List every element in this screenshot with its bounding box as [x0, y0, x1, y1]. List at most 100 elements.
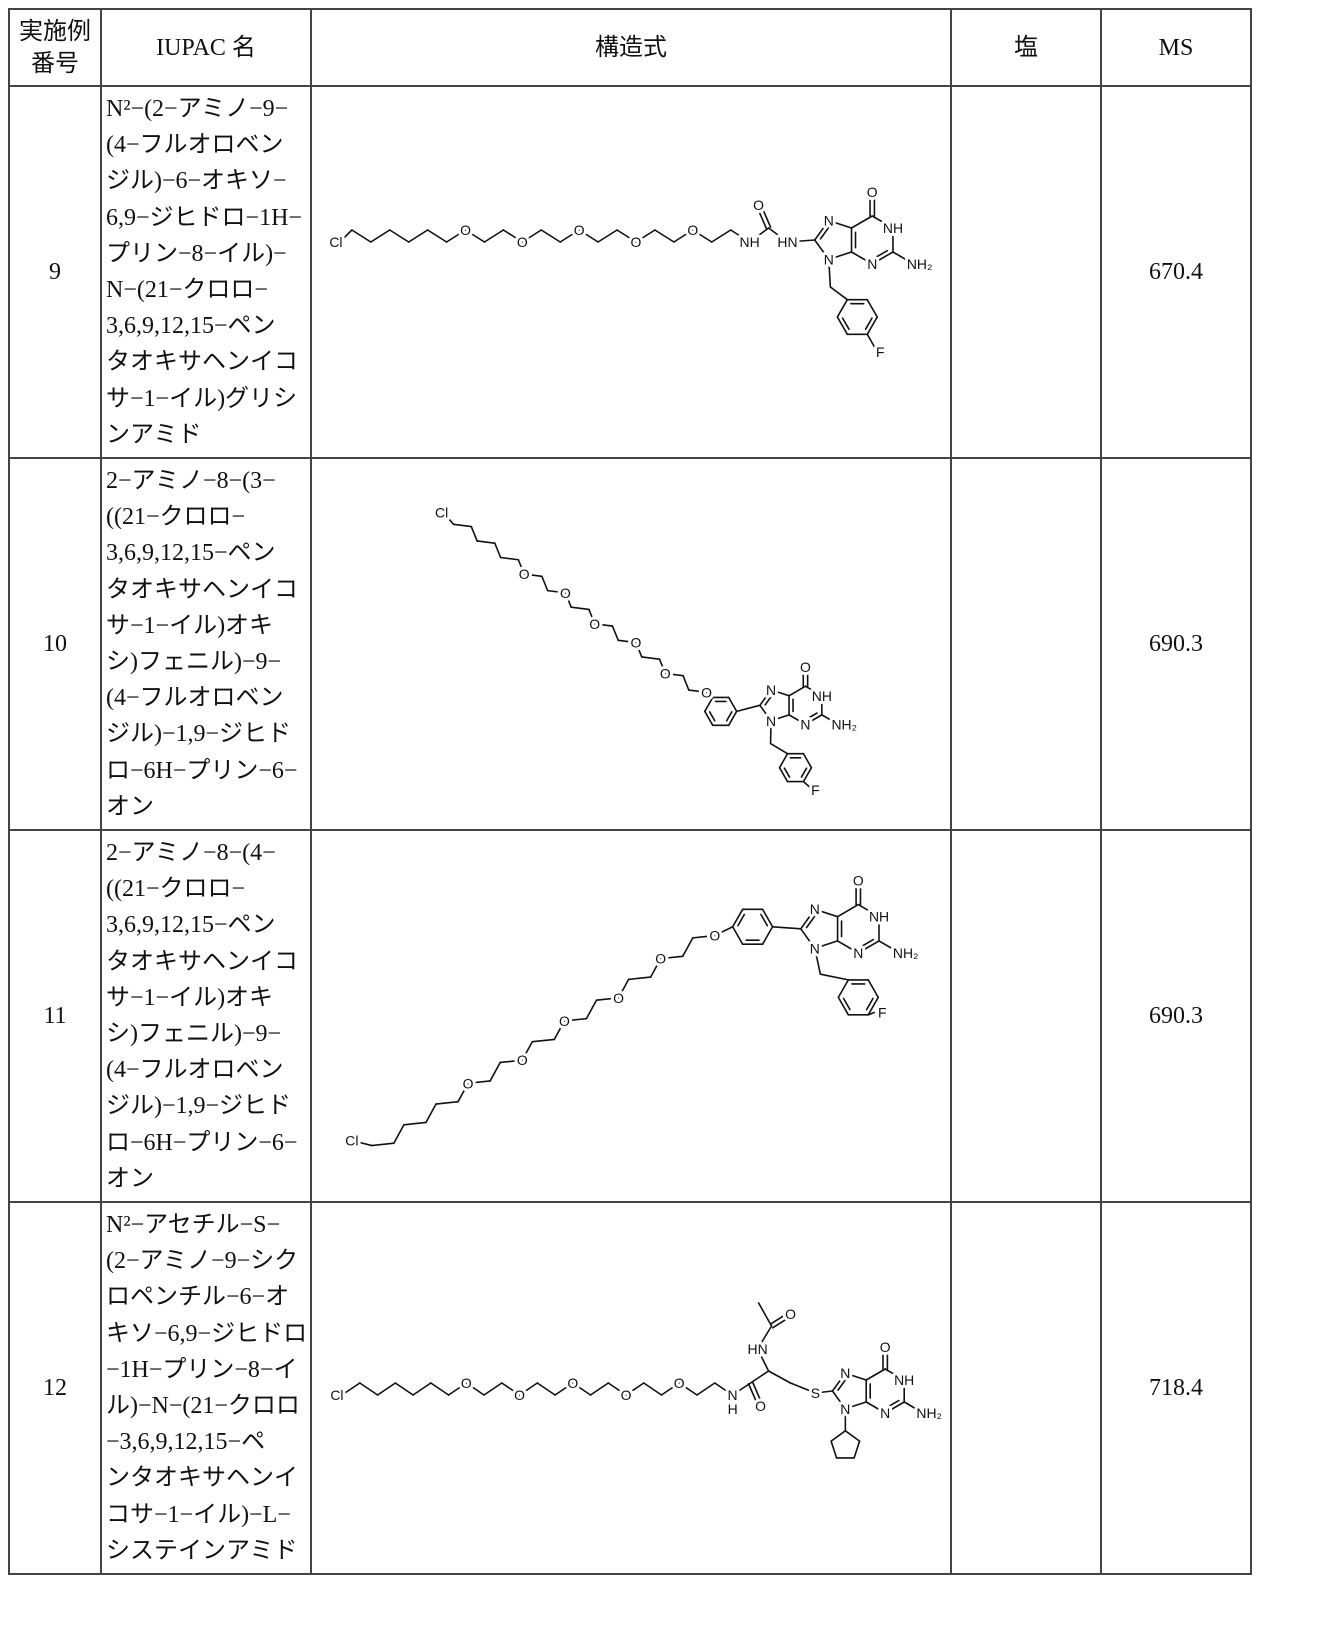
- bond: [866, 1369, 885, 1380]
- atom-label: O: [853, 872, 864, 888]
- iupac-name: 2−アミノ−8−(3−((21−クロロ−3,6,9,12,15−ペンタオキサヘン…: [101, 458, 311, 830]
- bond: [360, 1383, 378, 1395]
- atom-label: O: [687, 222, 698, 238]
- ms-value: 690.3: [1101, 830, 1251, 1202]
- bond: [490, 1062, 500, 1080]
- bond: [571, 607, 589, 609]
- iupac-line: キソ−6,9−ジヒドロ: [106, 1316, 310, 1352]
- atom-label: N: [853, 945, 863, 961]
- iupac-line: ジル)−1,9−ジヒド: [106, 1088, 310, 1124]
- atom-label: O: [560, 585, 571, 601]
- bond: [801, 768, 806, 777]
- iupac-line: システインアミド: [106, 1533, 310, 1569]
- atom-label: NH₂: [893, 945, 919, 961]
- bond: [395, 1383, 413, 1395]
- bond: [448, 517, 454, 524]
- atom-label: N: [766, 713, 776, 729]
- atom-label: N: [840, 1401, 850, 1417]
- bond: [837, 317, 847, 334]
- iupac-line: コサ−1−イル)−L−: [106, 1497, 310, 1533]
- atom-label: Cl: [329, 234, 342, 250]
- bond: [780, 768, 788, 782]
- bond: [352, 230, 371, 242]
- atom-label: O: [785, 1306, 796, 1322]
- bond: [532, 1039, 554, 1041]
- atom-label: F: [876, 344, 885, 360]
- bonds: [360, 880, 900, 1145]
- ms-value: 670.4: [1101, 86, 1251, 458]
- iupac-line: タオキサヘンイコ: [106, 944, 310, 980]
- bond: [390, 230, 409, 242]
- iupac-line: 2−アミノ−8−(4−: [106, 835, 310, 871]
- structure-drawing: OOOOOOClONHNNNNH₂F: [312, 459, 950, 829]
- atom-label: O: [514, 1387, 525, 1403]
- bond: [868, 980, 878, 997]
- atom-label: N: [867, 256, 877, 272]
- iupac-line: シ)フェニル)−9−: [106, 1016, 310, 1052]
- bond: [471, 527, 477, 541]
- bond: [769, 1371, 791, 1383]
- example-no: 12: [9, 1202, 101, 1574]
- example-no: 9: [9, 86, 101, 458]
- atom-label: O: [519, 566, 530, 582]
- iupac-line: N−(21−クロロ−: [106, 272, 310, 308]
- bond: [644, 1383, 662, 1395]
- structure-drawing: OOOOONClHOOHNONHNNNNH₂S: [312, 1203, 950, 1573]
- atom-label: N: [810, 940, 820, 956]
- table-row: 10 2−アミノ−8−(3−((21−クロロ−3,6,9,12,15−ペンタオキ…: [9, 458, 1251, 830]
- bond: [737, 705, 760, 711]
- bond: [838, 905, 859, 917]
- ms-value: 690.3: [1101, 458, 1251, 830]
- atom-label: Cl: [330, 1387, 343, 1403]
- structure-formula: OOOOONHClOONHNNNNH₂HNF: [311, 86, 951, 458]
- bond: [729, 711, 737, 725]
- bond: [837, 300, 847, 317]
- bond: [409, 230, 428, 242]
- atom-label: N: [840, 1365, 850, 1381]
- iupac-line: ンアミド: [106, 417, 310, 453]
- salt: [951, 458, 1101, 830]
- header-salt: 塩: [951, 9, 1101, 86]
- atom-label: O: [867, 184, 878, 200]
- iupac-line: −1H−プリン−8−イ: [106, 1352, 310, 1388]
- iupac-line: タオキサヘンイコ: [106, 572, 310, 608]
- iupac-line: ロペンチル−6−オ: [106, 1279, 310, 1315]
- iupac-name: N²−アセチル−S−(2−アミノ−9−シクロペンチル−6−オキソ−6,9−ジヒド…: [101, 1202, 311, 1574]
- bond: [803, 782, 810, 788]
- bond: [854, 1441, 859, 1458]
- iupac-line: ((21−クロロ−: [106, 871, 310, 907]
- structure-formula: OOOOOOClONHNNNNH₂F: [311, 830, 951, 1202]
- iupac-line: シ)フェニル)−9−: [106, 644, 310, 680]
- atom-label: NH₂: [831, 716, 857, 732]
- bond: [803, 768, 811, 782]
- atom-label: HN: [748, 1341, 768, 1357]
- atom-label: S: [811, 1385, 820, 1401]
- header-structure: 構造式: [311, 9, 951, 86]
- bond: [501, 557, 519, 559]
- bond: [394, 1125, 404, 1143]
- atom-label: O: [674, 1375, 685, 1391]
- bond: [831, 1431, 845, 1441]
- bond: [426, 1104, 436, 1122]
- bond: [727, 712, 732, 721]
- atom-label: F: [811, 782, 820, 798]
- iupac-line: オン: [106, 789, 310, 825]
- bond: [729, 697, 737, 711]
- bond: [655, 230, 674, 242]
- iupac-line: (4−フルオロベン: [106, 680, 310, 716]
- bond: [733, 909, 743, 926]
- iupac-line: 3,6,9,12,15−ペン: [106, 308, 310, 344]
- atom-label: Cl: [345, 1132, 358, 1148]
- bond: [431, 1383, 449, 1395]
- bond: [378, 1383, 396, 1395]
- atom-label: NH: [894, 1372, 914, 1388]
- bond: [436, 1102, 458, 1104]
- atom-label: O: [613, 990, 624, 1006]
- iupac-line: 6,9−ジヒドロ−1H−: [106, 200, 310, 236]
- bond: [541, 230, 560, 242]
- atom-label: N: [766, 682, 776, 698]
- atom-label: N: [810, 901, 820, 917]
- iupac-line: タオキサヘンイコ: [106, 344, 310, 380]
- iupac-line: (2−アミノ−9−シク: [106, 1243, 310, 1279]
- atom-label: O: [880, 1339, 891, 1355]
